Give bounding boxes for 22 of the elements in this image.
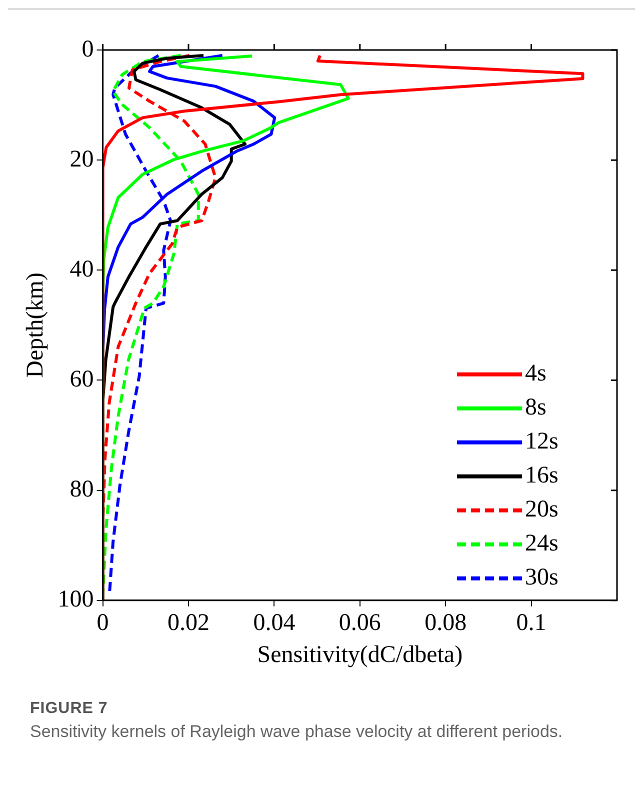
y-axis-title: Depth(km) bbox=[22, 272, 49, 378]
x-tick-label: 0.06 bbox=[338, 610, 381, 636]
y-tick-label: 0 bbox=[82, 36, 94, 62]
y-tick-label: 80 bbox=[70, 476, 94, 503]
x-tick-label: 0.1 bbox=[516, 610, 546, 636]
text: FIGURE 7 bbox=[30, 700, 109, 718]
x-tick-label: 0.02 bbox=[168, 610, 210, 636]
x-axis-title: Sensitivity(dC/dbeta) bbox=[257, 642, 463, 668]
legend-label: 8s bbox=[525, 394, 546, 421]
y-tick-label: 60 bbox=[70, 366, 94, 393]
legend-label: 12s bbox=[525, 428, 558, 455]
legend-label: 24s bbox=[525, 530, 558, 557]
y-tick-label: 20 bbox=[70, 146, 94, 172]
legend-label: 4s bbox=[525, 360, 546, 387]
x-tick-label: 0.04 bbox=[253, 610, 296, 636]
y-tick-label: 100 bbox=[58, 586, 94, 613]
legend-label: 20s bbox=[525, 496, 558, 523]
x-tick-label: 0.08 bbox=[424, 610, 467, 636]
text: Sensitivity kernels of Rayleigh wave phase velocity at different periods. bbox=[30, 721, 564, 743]
legend-label: 30s bbox=[525, 564, 558, 591]
y-tick-label: 40 bbox=[70, 256, 94, 282]
legend-label: 16s bbox=[525, 462, 558, 489]
